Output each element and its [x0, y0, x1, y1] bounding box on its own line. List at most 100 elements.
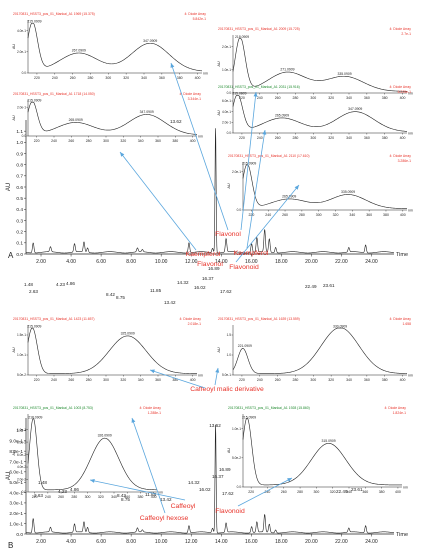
x-tick-label: 22.00	[335, 259, 348, 265]
peak-label: 13.62	[170, 119, 182, 124]
inset-peak-label: 215.0909	[232, 92, 246, 96]
peak-label: 14.32	[177, 280, 189, 285]
inset-unit-label: nm	[158, 491, 163, 495]
inset-x-tick-label: 340	[346, 378, 352, 382]
x-tick-label: 18.00	[275, 539, 288, 545]
inset-x-tick-label: 340	[141, 76, 147, 80]
arrow-kaempferol-to-inset3-head	[120, 152, 125, 157]
peak-label: 2.63	[34, 493, 43, 498]
peak-label: 16.89	[208, 266, 220, 271]
inset-y-tick-label: 0.0	[227, 91, 232, 95]
inset-x-tick-label: 260	[275, 378, 281, 382]
y-tick-label: 2.0e-1	[9, 511, 23, 517]
inset-x-tick-label: 340	[346, 96, 352, 100]
inset-header: 20170831_HSST3_pos_01_Mankai_A1 1718 (14…	[13, 92, 95, 96]
chromatogram-trace-1	[25, 424, 395, 534]
inset-peak-label: 267.0909	[72, 49, 86, 53]
inset-x-tick-label: 320	[328, 96, 334, 100]
inset-x-tick-label: 280	[293, 136, 299, 140]
inset-peak-label: 347.0909	[143, 39, 157, 43]
inset-detector: 4: Diode Array	[385, 406, 407, 410]
inset-scale: 3.344e-1	[188, 97, 201, 101]
y-tick-label: 0.3	[16, 218, 23, 224]
y-tick-label: 1.0	[16, 140, 23, 146]
inset-y-tick-label: 2.0e-1	[222, 45, 231, 49]
inset-x-tick-label: 340	[346, 490, 352, 494]
uv-spectrum-trace	[232, 327, 408, 374]
arrow-flavonol-to-inset	[170, 62, 229, 231]
inset-x-tick-label: 260	[68, 378, 74, 382]
inset-x-tick-label: 300	[310, 378, 316, 382]
peak-label: 11.85	[150, 288, 162, 293]
inset-x-tick-label: 320	[123, 76, 129, 80]
inset-y-tick-label: 4.0e-1	[222, 110, 231, 114]
inset-header: 20170831_HSST3_pos_01_Mankai_A1 1928 (15…	[228, 406, 310, 410]
inset-x-tick-label: 280	[297, 490, 303, 494]
y-tick-label: 6.0e-1	[9, 470, 23, 476]
inset-x-tick-label: 360	[155, 378, 161, 382]
x-tick-label: 12.00	[185, 259, 198, 265]
inset-y-tick-label: 0.0	[22, 134, 27, 138]
inset-peak-label: 347.0909	[348, 107, 362, 111]
uv-spectrum-trace	[232, 38, 408, 92]
inset-y-label: AU	[12, 450, 16, 456]
inset-y-tick-label: 1.5e-1	[17, 333, 26, 337]
inset-y-tick-label: 1.0e-1	[222, 68, 231, 72]
inset-y-tick-label: 6.0e-2	[17, 453, 26, 457]
inset-x-tick-label: 220	[34, 378, 40, 382]
peak-label: 8.42	[117, 493, 126, 498]
peak-label: 16.02	[199, 487, 211, 492]
inset-x-tick-label: 220	[34, 76, 40, 80]
inset-x-tick-label: 300	[310, 96, 316, 100]
x-tick-label: 20.00	[305, 539, 318, 545]
arrow-flavonol-to-inset-head	[170, 63, 175, 68]
inset-x-tick-label: 260	[275, 136, 281, 140]
inset-peak-label: 326.0909	[98, 434, 112, 438]
y-tick-label: 0.0	[16, 532, 23, 538]
annotation-label: Kaempferol	[186, 251, 221, 258]
inset-x-tick-label: 240	[257, 96, 263, 100]
inset-y-tick-label: 6.0e-1	[222, 99, 231, 103]
y-tick-label: 0.6	[16, 185, 23, 191]
inset-x-tick-label: 240	[51, 139, 57, 143]
arrow-kaempferol-to-inset	[240, 91, 257, 231]
x-tick-label: 16.00	[245, 259, 258, 265]
arrow-flavonoid-b-to-inset-head	[287, 478, 292, 482]
inset-peak-label: 218.0909	[28, 416, 42, 420]
inset-x-tick-label: 220	[248, 213, 254, 217]
inset-x-tick-label: 380	[172, 378, 178, 382]
x-tick-label: 8.00	[126, 259, 136, 265]
inset-x-tick-label: 240	[257, 136, 263, 140]
annotation-label: Caffeoyl	[171, 503, 196, 510]
inset-detector: 4: Diode Array	[185, 12, 207, 16]
x-tick-label: 22.00	[335, 539, 348, 545]
inset-x-tick-label: 240	[45, 495, 51, 499]
inset-x-tick-label: 400	[151, 495, 157, 499]
inset-x-tick-label: 320	[120, 139, 126, 143]
y-axis-label: AU	[6, 472, 12, 480]
inset-y-tick-label: 1.0	[227, 353, 232, 357]
peak-label: 22.49	[336, 489, 348, 494]
inset-detector: 4: Diode Array	[390, 27, 412, 31]
inset-unit-label: nm	[408, 209, 413, 213]
inset-x-tick-label: 280	[299, 213, 305, 217]
y-tick-label: 1.1	[16, 129, 23, 135]
y-tick-label: 3.0e-1	[9, 501, 23, 507]
inset-y-tick-label: 2.0e-1	[232, 170, 241, 174]
inset-x-tick-label: 220	[239, 136, 245, 140]
inset-x-tick-label: 380	[138, 495, 144, 499]
inset-y-tick-label: 2.0e-2	[17, 478, 26, 482]
arrow-kaempferol-to-inset3	[119, 151, 197, 251]
y-tick-label: 7.0e-1	[9, 459, 23, 465]
inset-y-tick-label: 0.0	[227, 131, 232, 135]
inset-y-tick-label: 4.0e-2	[17, 465, 26, 469]
inset-scale: 2.018e-1	[188, 322, 201, 326]
peak-label: 23.61	[323, 283, 335, 288]
inset-y-tick-label: 1.0e-1	[17, 353, 26, 357]
inset-x-tick-label: 240	[265, 213, 271, 217]
inset-scale: 1.288e-1	[148, 411, 161, 415]
inset-x-tick-label: 320	[333, 213, 339, 217]
arrow-caffeoyl-malic-to-inset2-head	[150, 369, 155, 374]
peak-label: 8.75	[121, 497, 130, 502]
